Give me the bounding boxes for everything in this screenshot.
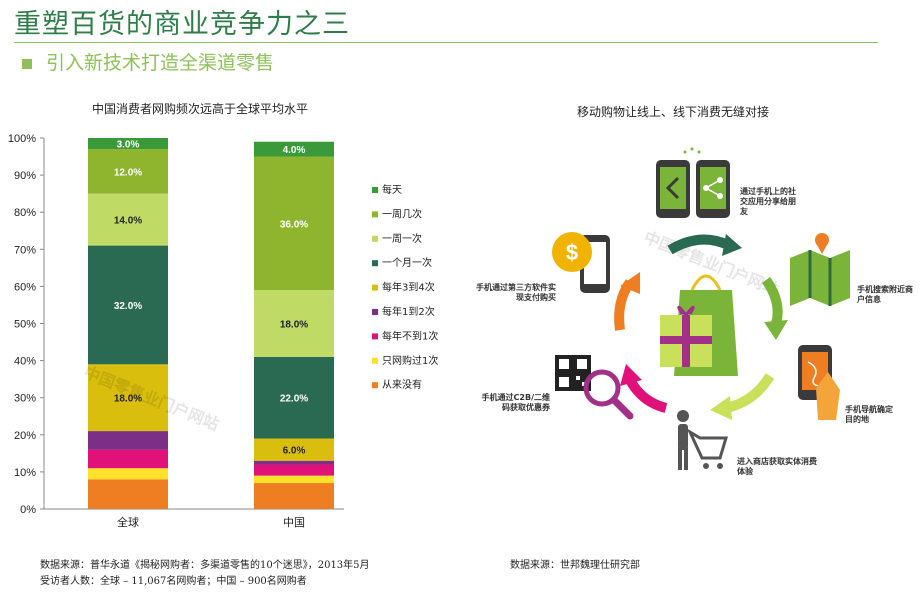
stacked-bar-chart: 0% 10% 20% 30% 40% 50% 60% 70% 80% 90% 100% 全球 中国 18… [8, 133, 439, 529]
bar-segment [254, 483, 334, 509]
data-label: 36.0% [280, 219, 308, 230]
bar-segment [254, 356, 334, 439]
legend-label: 一个月一次 [382, 256, 432, 269]
bar-segment [254, 156, 334, 291]
y-tick-label: 10% [14, 467, 36, 479]
left-source-line1: 数据来源：普华永道《揭秘网购者：多渠道零售的10个迷思》，2013年5月 [40, 560, 370, 571]
svg-text:$: $ [566, 240, 578, 265]
legend-swatch [372, 260, 378, 267]
bar-segment [88, 138, 168, 150]
page-subtitle: 引入新技术打造全渠道零售 [22, 48, 274, 75]
bar-segment [88, 468, 168, 480]
bar-segment [254, 438, 334, 461]
legend-swatch [372, 187, 378, 193]
title-divider [14, 42, 878, 43]
step-payment-text: 手机通过第三方软件实现支付购买 [476, 283, 556, 302]
y-tick-label: 20% [14, 430, 36, 442]
y-tick-label: 30% [14, 393, 36, 405]
gift-bag-icon [660, 274, 738, 376]
legend-label: 每年1到2次 [382, 305, 435, 318]
legend-label: 从来没有 [382, 378, 422, 391]
bar-segment [254, 464, 334, 476]
step-navigation-text: 手机导航确定目的地 [845, 405, 893, 424]
legend-label: 一周一次 [382, 232, 422, 245]
y-tick-label: 0% [20, 504, 36, 516]
legend-swatch [372, 284, 378, 291]
bar-segment [88, 245, 168, 365]
subtitle-text: 引入新技术打造全渠道零售 [46, 52, 275, 74]
bar-segment [254, 460, 334, 465]
page-title: 重塑百货的商业竞争力之三 [14, 9, 350, 40]
left-source-line2: 受访者人数：全球 – 11,067名网购者；中国 – 900名网购者 [40, 576, 307, 587]
y-tick-label: 50% [14, 319, 36, 331]
x-tick-label: 中国 [283, 516, 305, 529]
data-label: 18.0% [280, 320, 308, 331]
legend-label: 每天 [382, 183, 402, 196]
legend-swatch [372, 211, 378, 218]
bar-segment [254, 475, 334, 484]
data-label: 18.0% [114, 394, 142, 405]
data-label: 22.0% [280, 394, 308, 405]
legend-swatch [372, 309, 378, 315]
legend-label: 一周几次 [382, 207, 422, 220]
qr-code-icon [555, 355, 634, 420]
step-store-text: 进入商店获取实体消费体验 [737, 457, 817, 476]
step-search-text: 手机搜索附近商户信息 [857, 285, 913, 304]
data-label: 12.0% [114, 167, 142, 178]
bar-segment [88, 149, 168, 194]
bar-segment [88, 449, 168, 469]
bar-segment [88, 431, 168, 450]
data-label: 14.0% [114, 216, 142, 227]
legend-swatch [372, 235, 378, 242]
cycle-arrows [614, 234, 788, 420]
right-source: 数据来源：世邦魏理仕研究部 [510, 560, 640, 571]
legend-label: 只网购过1次 [382, 354, 438, 367]
map-pin-icon [790, 233, 850, 306]
chart-bars: 18.0% 32.0% 14.0% 12.0% 3.0% 6.0% 22.0% 18.0% 36… [88, 138, 334, 509]
data-label: 6.0% [283, 446, 306, 457]
legend-label: 每年不到1次 [382, 329, 438, 342]
left-chart-title: 中国消费者网购频次远高于全球平均水平 [92, 102, 309, 116]
chart-legend: 每天一周几次一周一次一个月一次每年3到4次每年1到2次每年不到1次只网购过1次从… [372, 183, 438, 391]
data-label: 32.0% [114, 301, 142, 312]
mobile-shopping-infographic: $ [552, 147, 850, 470]
shopping-cart-icon [677, 410, 729, 470]
bar-segment [88, 193, 168, 246]
y-tick-label: 70% [14, 244, 36, 256]
y-tick-label: 60% [14, 281, 36, 293]
chart-axes: 0% 10% 20% 30% 40% 50% 60% 70% 80% 90% 100% 全球 中国 [8, 133, 344, 529]
bar-segment [88, 479, 168, 509]
bar-segment [254, 141, 334, 157]
data-label: 3.0% [117, 140, 140, 151]
payment-phone-icon: $ [552, 232, 610, 293]
bullet-square-icon [22, 58, 32, 69]
x-tick-label: 全球 [117, 515, 139, 529]
y-tick-label: 90% [14, 170, 36, 182]
y-tick-label: 80% [14, 207, 36, 219]
y-tick-label: 100% [8, 133, 36, 145]
navigation-phone-icon [798, 345, 840, 420]
legend-swatch [372, 333, 378, 340]
legend-swatch [372, 382, 378, 389]
data-label: 4.0% [283, 145, 306, 156]
step-share-text: 通过手机上的社交应用分享给朋友 [740, 187, 796, 216]
y-tick-label: 40% [14, 356, 36, 368]
bar-segment [254, 290, 334, 357]
step-coupon-text: 手机通过C2B/二维码获取优惠券 [481, 393, 550, 412]
bar-segment [88, 364, 168, 432]
legend-label: 每年3到4次 [382, 281, 435, 294]
legend-swatch [372, 357, 378, 364]
right-panel-title: 移动购物让线上、线下消费无缝对接 [577, 105, 770, 119]
share-phones-icon [656, 147, 730, 218]
